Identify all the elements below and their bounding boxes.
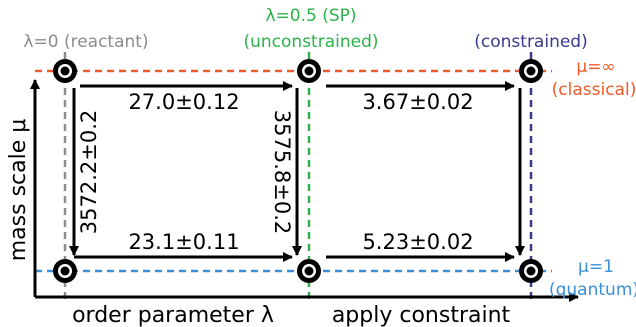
value-top-right: 3.67±0.02 <box>362 90 473 114</box>
value-top-left: 27.0±0.12 <box>128 90 239 114</box>
node-constrained-classical <box>519 59 543 83</box>
node-sp-classical <box>297 59 321 83</box>
value-bottom-left: 23.1±0.11 <box>128 230 239 254</box>
label-classical: (classical) <box>552 80 636 100</box>
value-vertical-left: 3572.2±0.2 <box>77 110 101 234</box>
node-reactant-quantum <box>53 259 77 283</box>
value-bottom-right: 5.23±0.02 <box>362 230 473 254</box>
value-vertical-middle: 3575.8±0.2 <box>270 110 294 234</box>
label-quantum: (quantum) <box>549 280 636 300</box>
node-constrained-quantum <box>519 259 543 283</box>
label-classical-mu: μ=∞ <box>576 57 615 77</box>
node-sp-quantum <box>297 259 321 283</box>
header-constrained: (constrained) <box>474 32 587 52</box>
x-axis-label-left: order parameter λ <box>72 303 274 327</box>
x-axis-label-right: apply constraint <box>332 303 511 327</box>
header-sp: λ=0.5 (SP) <box>265 6 356 26</box>
node-reactant-classical <box>53 59 77 83</box>
label-quantum-mu: μ=1 <box>578 257 614 277</box>
header-sp-unconstrained: (unconstrained) <box>243 32 378 52</box>
y-axis-label: mass scale μ <box>6 119 31 262</box>
header-reactant: λ=0 (reactant) <box>23 32 148 52</box>
